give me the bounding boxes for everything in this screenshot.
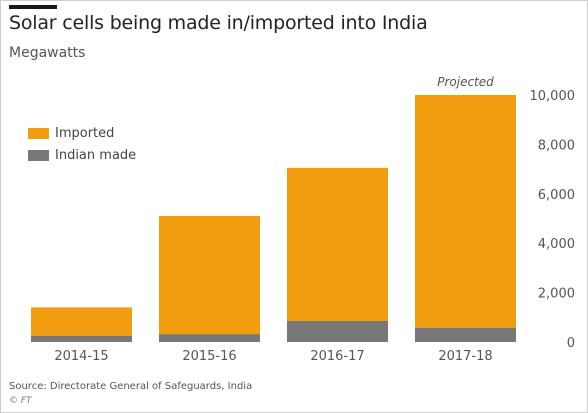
bar-imported-2016-17 xyxy=(287,167,388,322)
bar-imported-2017-18 xyxy=(415,95,516,328)
credit-note: © FT xyxy=(9,396,32,406)
bar-indian-made-2014-15 xyxy=(31,335,132,342)
y-tick-label: 8,000 xyxy=(538,138,575,153)
x-tick-label: 2014-15 xyxy=(54,349,108,364)
header-rule xyxy=(9,5,57,9)
x-tick-label: 2016-17 xyxy=(310,349,364,364)
legend-item-imported: Imported xyxy=(28,123,136,143)
bar-indian-made-2015-16 xyxy=(159,334,260,342)
chart-title: Solar cells being made in/imported into … xyxy=(9,12,428,34)
projected-annotation: Projected xyxy=(437,75,494,89)
x-tick-label: 2017-18 xyxy=(438,349,492,364)
y-tick-label: 10,000 xyxy=(530,89,576,104)
source-note: Source: Directorate General of Safeguard… xyxy=(9,381,253,392)
y-tick-label: 2,000 xyxy=(538,287,575,302)
bar-imported-2014-15 xyxy=(31,307,132,336)
bar-imported-2015-16 xyxy=(159,216,260,335)
y-tick-label: 4,000 xyxy=(538,237,575,252)
y-tick-label: 6,000 xyxy=(538,188,575,203)
legend-item-indian-made: Indian made xyxy=(28,145,136,165)
y-tick-label: 0 xyxy=(567,336,575,351)
legend: Imported Indian made xyxy=(28,123,136,167)
legend-label-imported: Imported xyxy=(55,125,115,141)
bar-indian-made-2016-17 xyxy=(287,321,388,342)
legend-swatch-imported xyxy=(28,127,49,139)
x-tick-label: 2015-16 xyxy=(182,349,236,364)
legend-label-indian-made: Indian made xyxy=(55,147,137,163)
legend-swatch-indian-made xyxy=(28,149,49,161)
bar-indian-made-2017-18 xyxy=(415,327,516,342)
chart-subtitle: Megawatts xyxy=(9,45,86,61)
